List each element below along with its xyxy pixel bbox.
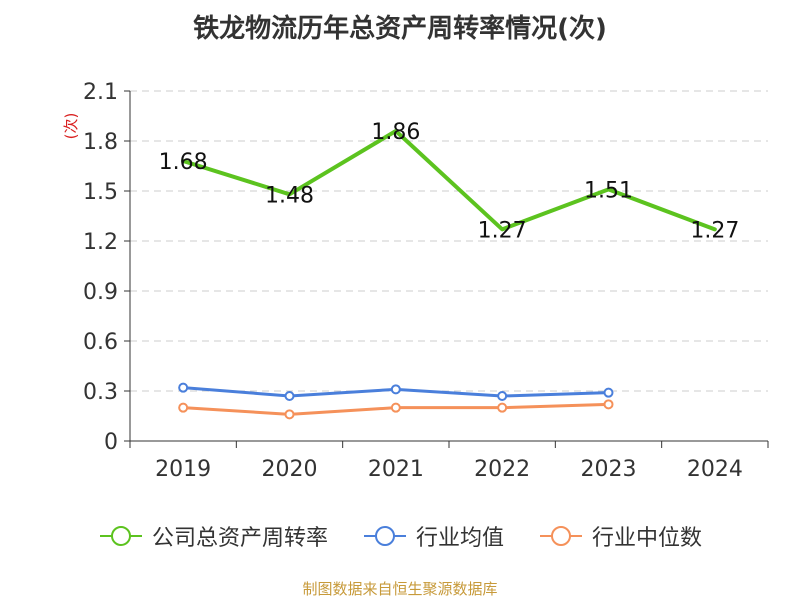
- series-point: [178, 382, 189, 393]
- series-point: [603, 387, 614, 398]
- data-label: 1.68: [159, 150, 208, 175]
- y-tick-label: 1.5: [83, 180, 118, 205]
- series-point: [178, 402, 189, 413]
- legend-marker-icon: [99, 526, 142, 546]
- y-axis-unit-label: (次): [62, 113, 80, 140]
- y-tick-label: 0.9: [83, 280, 118, 305]
- y-tick-label: 2.1: [83, 80, 118, 105]
- legend-label: 行业均值: [415, 526, 504, 551]
- y-tick-label: 0: [104, 430, 118, 455]
- x-tick-label: 2020: [262, 457, 318, 482]
- x-tick-label: 2019: [155, 457, 211, 482]
- y-tick-label: 0.6: [83, 330, 118, 355]
- series-point: [603, 399, 614, 410]
- data-label: 1.86: [371, 120, 420, 145]
- data-label: 1.27: [690, 218, 739, 243]
- chart-title: 铁龙物流历年总资产周转率情况(次): [193, 14, 607, 44]
- data-label: 1.51: [584, 178, 633, 203]
- legend-label: 行业中位数: [592, 526, 703, 551]
- y-tick-label: 1.8: [83, 130, 118, 155]
- x-tick-label: 2024: [687, 457, 743, 482]
- legend: 公司总资产周转率 行业均值 行业中位数: [0, 518, 800, 554]
- series-point: [390, 402, 401, 413]
- legend-marker-icon: [540, 526, 582, 546]
- legend-marker-icon: [363, 526, 406, 546]
- chart-plot: 0 0.3 0.6 0.9 1.2 1.5 1.8 2.1 2019 2020 2021 2022 20…: [62, 80, 769, 482]
- data-label: 1.27: [478, 218, 527, 243]
- series-point: [390, 384, 401, 395]
- series-line: [181, 129, 717, 232]
- legend-label: 公司总资产周转率: [151, 526, 328, 551]
- legend-item[interactable]: 行业均值: [362, 520, 504, 552]
- y-tick-label: 1.2: [83, 230, 118, 255]
- series-point: [284, 391, 295, 401]
- series-point: [497, 402, 508, 413]
- x-tick-label: 2022: [474, 457, 530, 482]
- source-note: 制图数据来自恒生聚源数据库: [302, 580, 498, 598]
- legend-item[interactable]: 公司总资产周转率: [98, 520, 328, 552]
- x-tick-label: 2021: [368, 457, 424, 482]
- legend-item[interactable]: 行业中位数: [538, 520, 702, 552]
- data-label: 1.48: [265, 183, 314, 208]
- series-point: [284, 409, 295, 420]
- x-tick-label: 2023: [581, 457, 637, 482]
- series-point: [497, 391, 508, 401]
- y-tick-label: 0.3: [83, 380, 118, 405]
